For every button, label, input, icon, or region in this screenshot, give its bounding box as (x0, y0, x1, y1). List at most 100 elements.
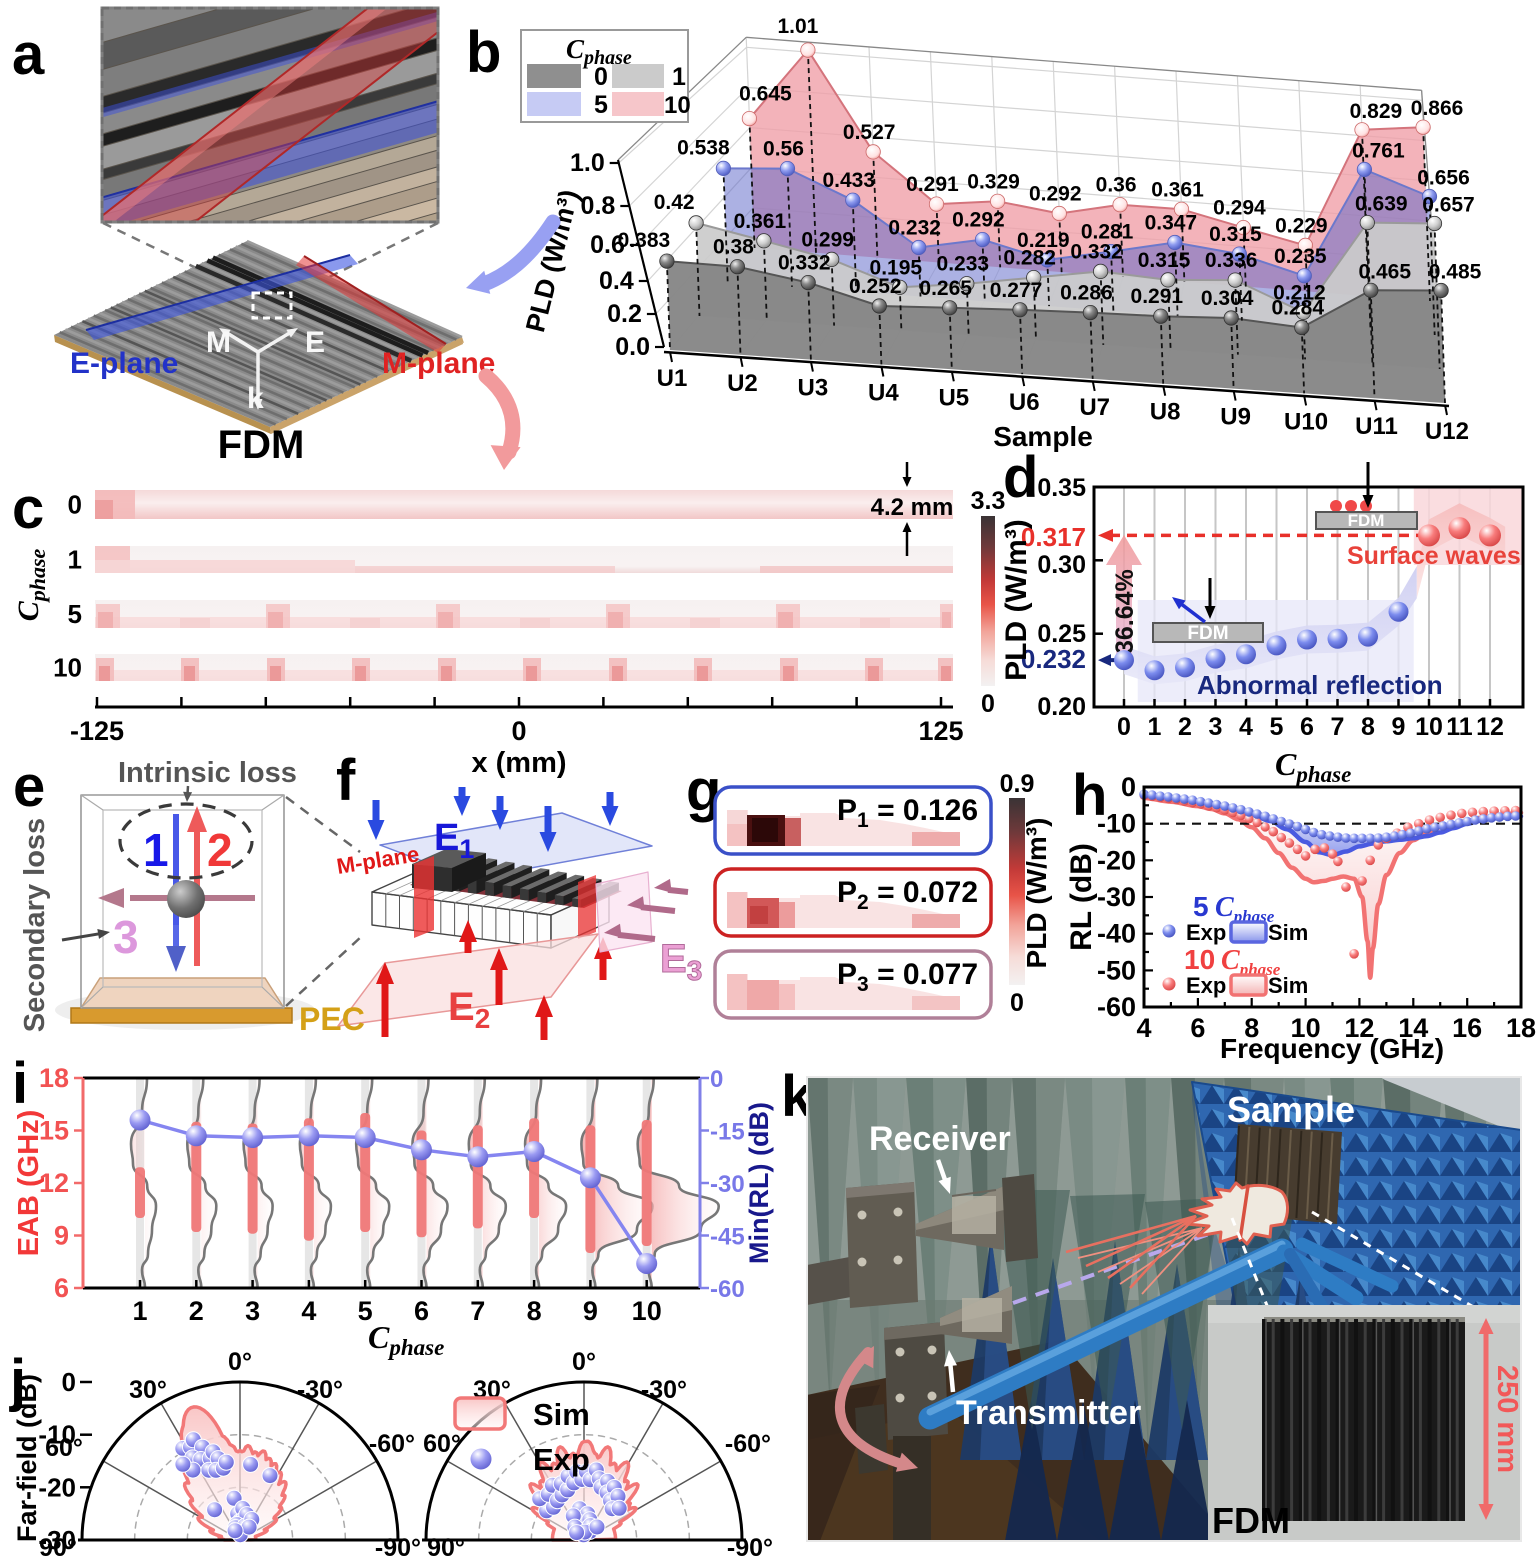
svg-text:18: 18 (1506, 1013, 1536, 1043)
svg-text:FDM: FDM (1187, 623, 1228, 644)
svg-text:1: 1 (143, 824, 169, 876)
svg-text:P3 = 0.077: P3 = 0.077 (837, 958, 978, 996)
svg-text:0.291: 0.291 (1131, 285, 1184, 308)
svg-text:36.64%: 36.64% (1111, 569, 1139, 654)
svg-text:6: 6 (1190, 1013, 1205, 1043)
svg-text:Sim: Sim (1268, 920, 1308, 945)
svg-text:U2: U2 (727, 370, 758, 397)
svg-text:0.317: 0.317 (1021, 522, 1086, 552)
svg-text:0.336: 0.336 (1205, 249, 1258, 272)
svg-text:-60°: -60° (369, 1430, 415, 1458)
svg-text:FDM: FDM (1212, 1500, 1290, 1541)
svg-text:0.292: 0.292 (952, 209, 1005, 232)
svg-text:0.36: 0.36 (1096, 174, 1137, 197)
svg-text:15: 15 (39, 1116, 69, 1146)
svg-text:PEC: PEC (299, 1001, 365, 1037)
svg-text:0: 0 (1121, 772, 1136, 802)
svg-text:0.292: 0.292 (1029, 183, 1082, 206)
svg-text:4: 4 (1239, 713, 1253, 741)
svg-text:0.6: 0.6 (590, 231, 625, 259)
svg-text:0: 0 (1117, 713, 1131, 741)
svg-text:-60°: -60° (725, 1430, 771, 1458)
svg-text:0.485: 0.485 (1429, 261, 1482, 284)
svg-text:0: 0 (594, 63, 608, 91)
svg-text:M: M (206, 326, 231, 359)
svg-text:2: 2 (1178, 713, 1192, 741)
svg-text:0.284: 0.284 (1271, 296, 1324, 319)
svg-text:-125: -125 (70, 716, 124, 746)
svg-text:Sample: Sample (1227, 1089, 1355, 1130)
svg-text:0.433: 0.433 (822, 169, 875, 192)
svg-text:3: 3 (245, 1296, 260, 1326)
svg-text:Exp: Exp (1186, 973, 1226, 998)
svg-text:-40: -40 (1097, 919, 1136, 949)
svg-text:1: 1 (1148, 713, 1162, 741)
svg-text:-45: -45 (710, 1224, 745, 1251)
svg-text:0.9: 0.9 (1000, 770, 1035, 798)
svg-text:-30°: -30° (297, 1376, 343, 1404)
svg-text:h: h (1072, 763, 1107, 828)
svg-text:U11: U11 (1355, 413, 1398, 440)
svg-text:0.229: 0.229 (1275, 214, 1328, 237)
svg-text:i: i (12, 1051, 28, 1116)
svg-text:0.219: 0.219 (1017, 229, 1070, 252)
svg-text:U6: U6 (1009, 389, 1040, 416)
svg-text:0.656: 0.656 (1417, 167, 1470, 190)
svg-text:0.195: 0.195 (870, 256, 923, 279)
svg-text:1: 1 (68, 545, 82, 575)
svg-text:f: f (336, 748, 356, 813)
svg-text:0°: 0° (228, 1348, 252, 1376)
svg-text:-20: -20 (1097, 845, 1136, 875)
svg-text:6: 6 (414, 1296, 429, 1326)
svg-text:0.286: 0.286 (1060, 282, 1113, 305)
svg-text:7: 7 (470, 1296, 485, 1326)
svg-text:b: b (466, 20, 501, 85)
svg-text:0.235: 0.235 (1274, 245, 1327, 268)
svg-text:-30: -30 (710, 1171, 745, 1198)
svg-text:Frequency (GHz): Frequency (GHz) (1220, 1033, 1444, 1064)
svg-text:0.42: 0.42 (654, 191, 695, 214)
svg-text:0.639: 0.639 (1355, 193, 1408, 216)
svg-text:90°: 90° (427, 1534, 465, 1562)
svg-text:3: 3 (1209, 713, 1223, 741)
svg-text:E-plane: E-plane (70, 347, 178, 380)
svg-text:0.329: 0.329 (967, 170, 1020, 193)
svg-text:0.465: 0.465 (1358, 260, 1411, 283)
svg-text:0.299: 0.299 (801, 228, 854, 251)
svg-text:Exp: Exp (1186, 920, 1226, 945)
svg-text:9: 9 (54, 1221, 69, 1251)
svg-text:0: 0 (981, 690, 995, 718)
svg-text:k: k (247, 382, 264, 415)
svg-text:0.361: 0.361 (1151, 178, 1204, 201)
svg-text:x (mm): x (mm) (471, 747, 566, 779)
svg-text:-10: -10 (1097, 809, 1136, 839)
svg-text:0.233: 0.233 (937, 253, 990, 276)
svg-text:-15: -15 (710, 1119, 745, 1146)
svg-text:U8: U8 (1150, 399, 1181, 426)
svg-text:E2: E2 (448, 985, 490, 1034)
svg-text:8: 8 (1361, 713, 1375, 741)
svg-text:j: j (9, 1348, 26, 1413)
svg-text:-50: -50 (1097, 955, 1136, 985)
svg-text:E: E (305, 326, 325, 359)
svg-text:0.252: 0.252 (849, 275, 902, 298)
svg-text:U5: U5 (938, 384, 969, 411)
svg-text:3.3: 3.3 (971, 487, 1006, 515)
svg-text:10: 10 (1291, 1013, 1321, 1043)
svg-text:Cphase: Cphase (368, 1319, 444, 1360)
svg-text:0.361: 0.361 (734, 210, 787, 233)
svg-text:8: 8 (1244, 1013, 1259, 1043)
svg-text:0.315: 0.315 (1209, 223, 1262, 246)
svg-text:4.2 mm: 4.2 mm (871, 494, 954, 521)
svg-text:0.8: 0.8 (581, 192, 616, 220)
svg-text:60°: 60° (423, 1430, 461, 1458)
svg-text:-10: -10 (38, 1420, 76, 1450)
svg-text:Exp: Exp (533, 1442, 590, 1477)
svg-text:0.232: 0.232 (1021, 644, 1086, 674)
svg-text:0.527: 0.527 (843, 121, 896, 144)
svg-text:12: 12 (39, 1168, 69, 1198)
svg-text:16: 16 (1452, 1013, 1482, 1043)
svg-text:0.829: 0.829 (1350, 100, 1403, 123)
svg-text:0.0: 0.0 (615, 333, 650, 361)
svg-text:5: 5 (594, 91, 608, 119)
